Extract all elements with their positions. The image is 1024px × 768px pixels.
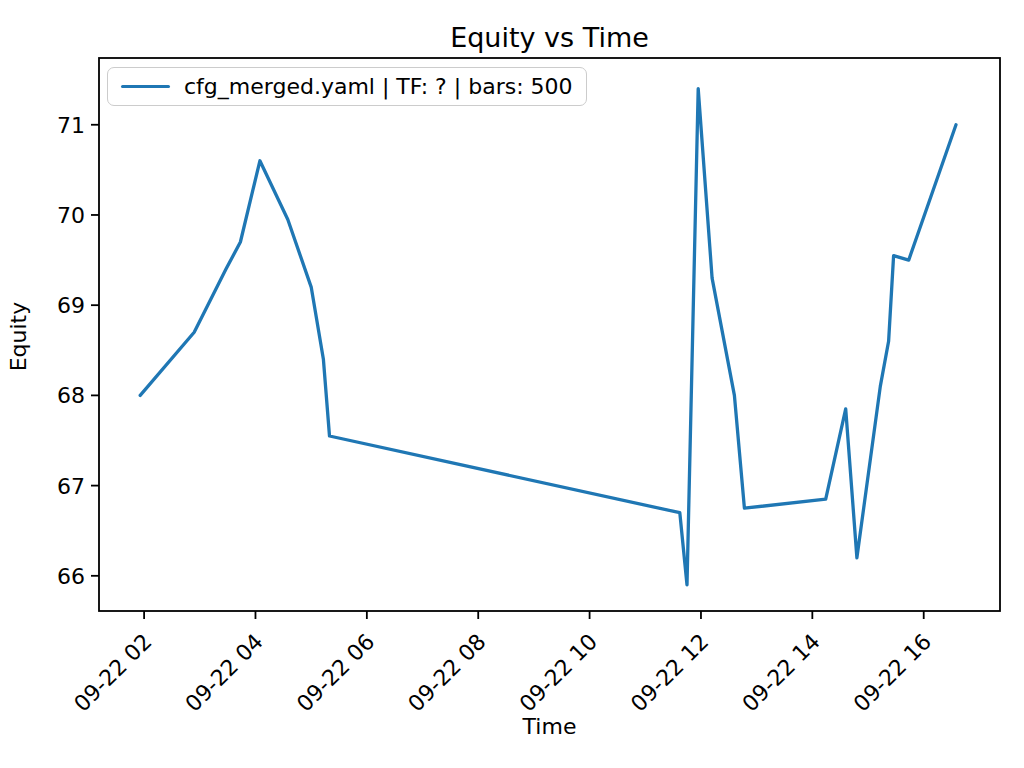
y-tick-label: 70 (57, 203, 85, 228)
y-tick-label: 69 (57, 293, 85, 318)
equity-line (140, 89, 956, 585)
chart-title: Equity vs Time (99, 22, 1000, 53)
x-tick-label: 09-22 16 (849, 629, 937, 717)
x-tick-label: 09-22 08 (403, 629, 491, 717)
x-tick-label: 09-22 12 (626, 629, 714, 717)
x-tick-label: 09-22 06 (292, 629, 380, 717)
y-tick-label: 66 (57, 564, 85, 589)
x-tick-label: 09-22 02 (69, 629, 157, 717)
legend-line-swatch-icon (121, 85, 170, 88)
y-tick-label: 67 (57, 474, 85, 499)
legend: cfg_merged.yaml | TF: ? | bars: 500 (107, 67, 587, 106)
x-tick-label: 09-22 10 (515, 629, 603, 717)
x-tick-label: 09-22 04 (180, 629, 268, 717)
figure: 09-22 02 09-22 04 09-22 06 09-22 08 09-22 10… (0, 0, 1024, 768)
x-axis-label: Time (99, 714, 1000, 739)
plot-frame (99, 58, 1000, 611)
y-tick-label: 68 (57, 383, 85, 408)
legend-label: cfg_merged.yaml | TF: ? | bars: 500 (184, 74, 573, 99)
y-axis-label: Equity (6, 257, 31, 417)
y-tick-label: 71 (57, 113, 85, 138)
x-tick-label: 09-22 14 (737, 629, 825, 717)
equity-chart-canvas: 09-22 02 09-22 04 09-22 06 09-22 08 09-22 10… (0, 0, 1024, 768)
